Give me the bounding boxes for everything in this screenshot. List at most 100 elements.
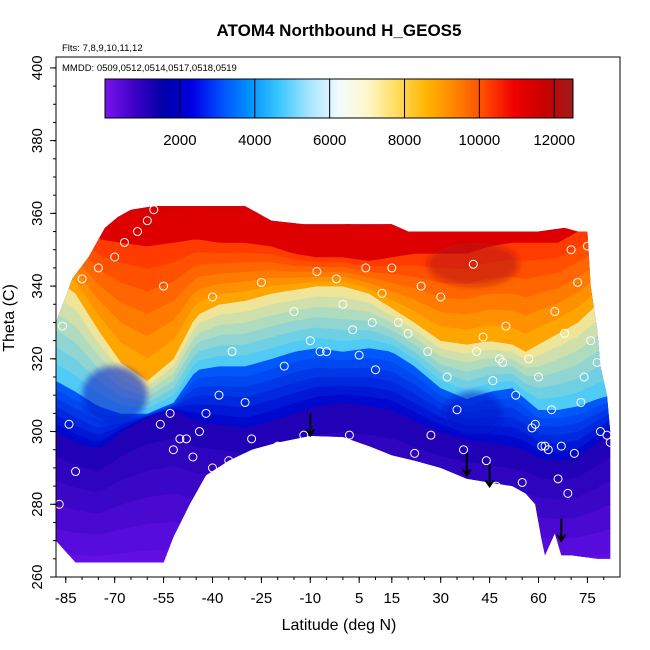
observation-point (481, 456, 491, 466)
observation-point (599, 234, 609, 244)
observation-point (586, 336, 596, 346)
observation-point (410, 448, 420, 458)
observation-point (119, 237, 129, 247)
y-tick-label: 260 (29, 564, 46, 589)
observation-point (517, 477, 527, 487)
observation-point (488, 376, 498, 386)
observation-point (224, 456, 234, 466)
x-tick-label: 60 (530, 590, 547, 607)
observation-point (416, 281, 426, 291)
observation-point (589, 237, 599, 247)
y-tick-label: 320 (29, 346, 46, 371)
observation-point (240, 397, 250, 407)
colorbar-ticks: 2000 4000 6000 8000 10000 12000 (163, 79, 575, 149)
observation-point (168, 445, 178, 455)
x-tick-label: 5 (355, 590, 363, 607)
observation-point (214, 390, 224, 400)
observation-point (423, 347, 433, 357)
x-axis: -85 -70 -55 -40 -25 -10 5 15 30 45 60 75 (55, 577, 605, 607)
observation-point (247, 434, 257, 444)
observation-point (299, 430, 309, 440)
observation-point (93, 263, 103, 273)
observation-point (436, 292, 446, 302)
observation-point (579, 372, 589, 382)
observation-point (155, 419, 165, 429)
observation-point (472, 347, 482, 357)
observation-point (64, 419, 74, 429)
y-tick-label: 280 (29, 492, 46, 517)
observation-point (322, 347, 332, 357)
heatmap-anomaly (82, 366, 148, 425)
y-tick-label: 340 (29, 274, 46, 299)
flights-note: Flts: 7,8,9,10,11,12 (62, 43, 143, 54)
observation-point (569, 448, 579, 458)
observation-point (194, 427, 204, 437)
observation-point (478, 332, 488, 342)
observation-point (547, 405, 557, 415)
y-tick-label: 400 (29, 55, 46, 80)
x-tick-label: -85 (55, 590, 77, 607)
observation-point (181, 434, 191, 444)
observation-point (110, 252, 120, 262)
y-axis-label: Theta (C) (1, 284, 18, 352)
colorbar-tick-label: 8000 (388, 132, 421, 149)
observation-point (344, 430, 354, 440)
y-axis: 260 280 300 320 340 360 380 400 (29, 55, 56, 590)
observation-point (530, 419, 540, 429)
y-tick-label: 380 (29, 128, 46, 153)
observation-point (501, 321, 511, 331)
observation-point (491, 481, 501, 491)
observation-point (573, 277, 583, 287)
colorbar-tick-label: 6000 (313, 132, 346, 149)
heatmap-band (56, 547, 611, 563)
observation-point (361, 263, 371, 273)
heatmap-anomalies (82, 242, 519, 436)
observation-point (149, 205, 159, 215)
observation-point (608, 347, 618, 357)
colorbar: 2000 4000 6000 8000 10000 12000 (104, 78, 575, 149)
colorbar-tick-label: 12000 (533, 132, 575, 149)
observation-point (468, 259, 478, 269)
observation-point (377, 288, 387, 298)
arrow-head (556, 534, 567, 543)
observation-point (331, 274, 341, 284)
y-tick-label: 300 (29, 419, 46, 444)
observation-point (367, 317, 377, 327)
observation-point (498, 357, 508, 367)
dates-note: MMDD: 0509,0512,0514,0517,0518,0519 (62, 63, 237, 74)
observation-point (403, 328, 413, 338)
observation-point (387, 263, 397, 273)
observation-point (175, 434, 185, 444)
observation-point (612, 354, 622, 364)
observation-point (305, 336, 315, 346)
observation-point (338, 299, 348, 309)
observation-point (289, 307, 299, 317)
observation-point (553, 474, 563, 484)
observation-point (165, 408, 175, 418)
observation-point (201, 408, 211, 418)
x-tick-label: -55 (153, 590, 175, 607)
observation-point (315, 347, 325, 357)
observation-point (459, 445, 469, 455)
x-tick-label: -40 (202, 590, 224, 607)
x-tick-label: 45 (481, 590, 498, 607)
heatmap-anomaly (443, 391, 503, 436)
observation-point (370, 365, 380, 375)
observation-point (273, 441, 283, 451)
observation-point (543, 445, 553, 455)
observation-point (159, 281, 169, 291)
x-tick-label: -70 (104, 590, 126, 607)
observation-point (256, 277, 266, 287)
y-tick-label: 360 (29, 201, 46, 226)
observation-point (576, 397, 586, 407)
arrow-head (484, 479, 495, 489)
observation-point (560, 328, 570, 338)
observation-point (556, 441, 566, 451)
observation-point (602, 430, 612, 440)
observation-point (524, 354, 534, 364)
observation-point (207, 292, 217, 302)
colorbar-strip (104, 78, 574, 119)
observation-point (133, 227, 143, 237)
observation-point (312, 267, 322, 277)
